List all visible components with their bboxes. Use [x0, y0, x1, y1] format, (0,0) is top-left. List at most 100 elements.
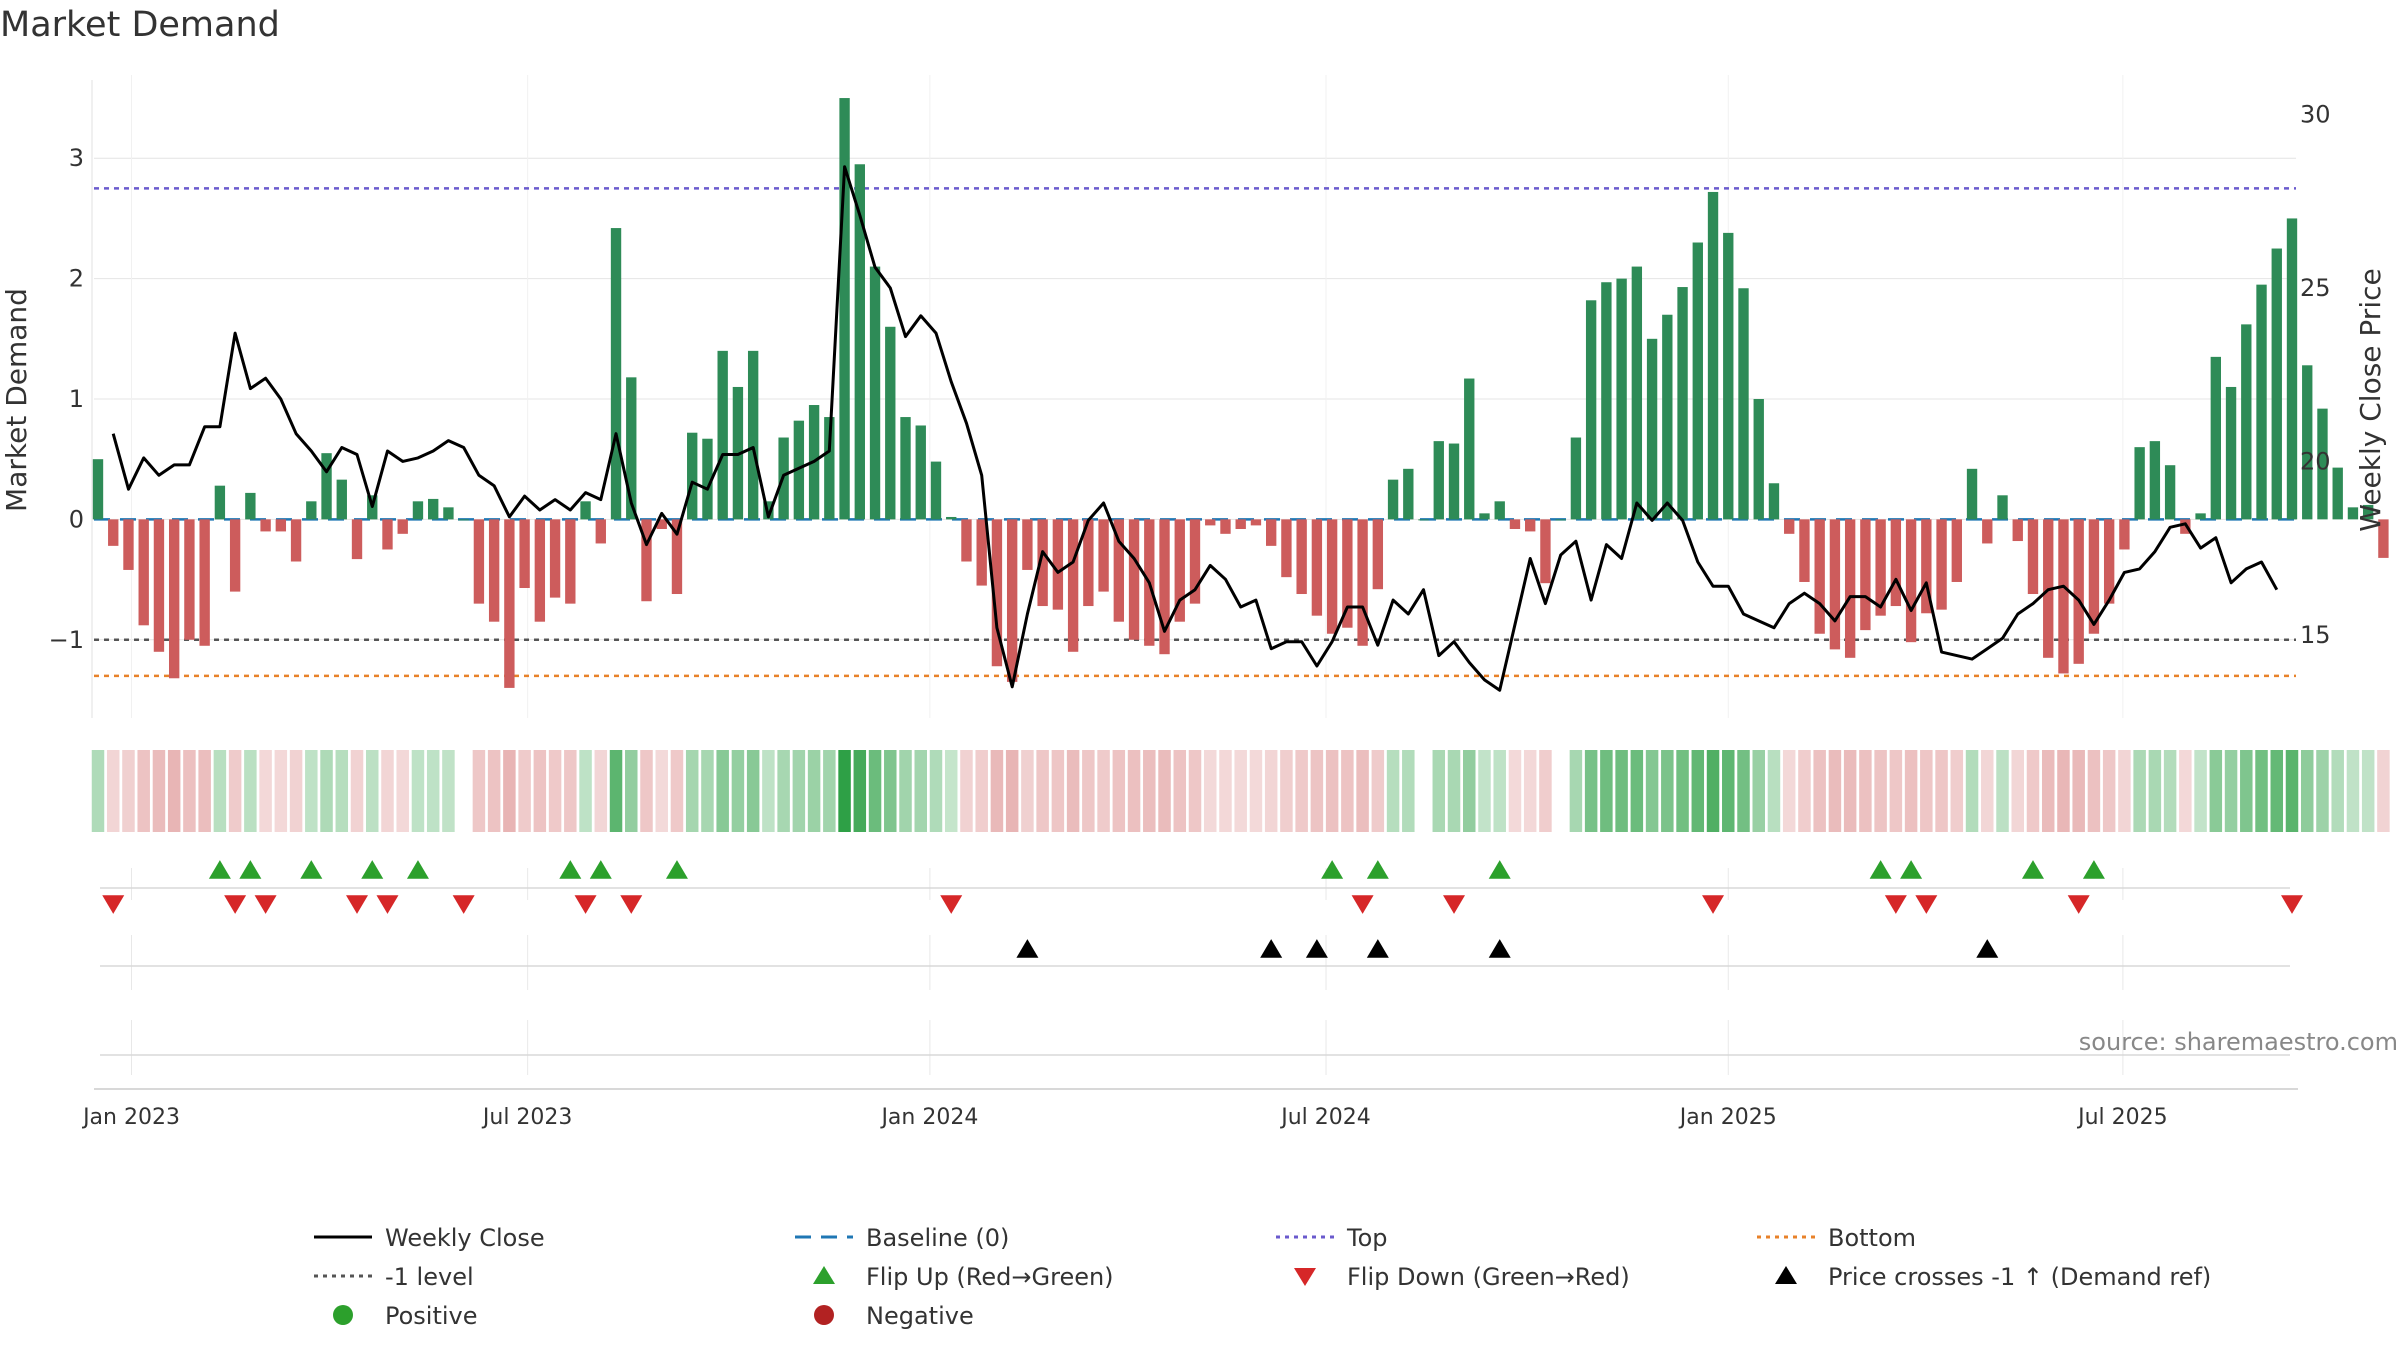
heat-strip-cell	[807, 750, 821, 832]
heat-strip-cell	[487, 750, 501, 832]
legend: Weekly Close Baseline (0) Top Bottom -1 leve…	[314, 1224, 2211, 1330]
negative-demand-bar	[108, 519, 119, 546]
flip-up-marker	[239, 860, 262, 879]
heat-strip-cell	[2041, 750, 2055, 832]
heat-strip-cell	[1310, 750, 1324, 832]
heat-strip-cell	[2102, 750, 2116, 832]
positive-demand-bar	[1662, 314, 1673, 520]
negative-demand-bar	[1509, 519, 1521, 530]
positive-demand-bar	[854, 164, 865, 520]
heat-strip-cell	[1097, 750, 1110, 832]
positive-demand-bar	[824, 417, 835, 520]
positive-demand-bar	[1753, 399, 1764, 520]
negative-demand-bar	[1875, 519, 1886, 616]
heat-strip-cell	[1584, 750, 1598, 832]
heat-strip-cell	[2072, 750, 2085, 832]
price-cross-marker	[1366, 939, 1389, 958]
negative-demand-bar	[1067, 519, 1079, 652]
heat-strip-cell	[2133, 750, 2146, 832]
positive-demand-bar	[1707, 191, 1719, 520]
positive-demand-bar	[1601, 282, 1612, 520]
heat-strip-cell	[1981, 750, 1994, 832]
heat-strip-cell	[1203, 750, 1217, 832]
negative-demand-bar	[1905, 519, 1917, 643]
negative-demand-bar	[169, 519, 180, 679]
positive-demand-bar	[626, 377, 637, 520]
heat-strip-cell	[411, 750, 425, 832]
heat-strip-cell	[777, 750, 790, 832]
positive-demand-bar	[443, 507, 454, 520]
negative-demand-bar	[2012, 519, 2023, 542]
negative-demand-bar	[1022, 519, 1033, 570]
heat-strip-cell	[1722, 750, 1735, 832]
heat-strip-cell	[1051, 750, 1065, 832]
negative-demand-bar	[1326, 519, 1338, 634]
x-tick-label: Jan 2024	[879, 1105, 978, 1130]
x-tick-label: Jul 2025	[2076, 1105, 2168, 1130]
heat-strip-cell	[1264, 750, 1278, 832]
heat-strip-cell	[198, 750, 211, 832]
heat-strip-cell	[716, 750, 729, 832]
negative-demand-bar	[1235, 519, 1246, 530]
flip-down-marker	[346, 895, 369, 914]
legend-label: Positive	[385, 1302, 478, 1330]
positive-demand-bar	[1646, 338, 1658, 520]
heat-strip-cell	[1066, 750, 1080, 832]
negative-demand-bar	[641, 519, 652, 602]
positive-demand-bar	[92, 459, 104, 520]
legend-circle-swatch	[333, 1305, 353, 1325]
positive-demand-bar	[2225, 386, 2237, 520]
positive-demand-bar	[1768, 483, 1780, 520]
positive-demand-bar	[2241, 324, 2252, 520]
heat-strip-cell	[381, 750, 394, 832]
legend-label: Baseline (0)	[866, 1224, 1009, 1252]
positive-demand-bar	[610, 228, 622, 520]
heat-strip-cell	[670, 750, 684, 832]
flip-down-marker	[574, 895, 597, 914]
negative-demand-bar	[123, 519, 134, 570]
heat-strip-cell	[2148, 750, 2162, 832]
flip-down-marker	[376, 895, 399, 914]
heat-strip-cell	[274, 750, 288, 832]
heat-strip-cell	[2270, 750, 2284, 832]
negative-demand-bar	[2073, 519, 2084, 664]
negative-demand-bar	[1311, 519, 1323, 616]
negative-demand-bar	[1159, 519, 1170, 655]
heat-strip-cell	[106, 750, 120, 832]
heat-strip-cell	[1249, 750, 1263, 832]
grid-layer	[91, 75, 2298, 1090]
heat-strip-cell	[1402, 750, 1415, 832]
negative-demand-bar	[1784, 519, 1795, 534]
positive-demand-bar	[702, 438, 713, 520]
heat-strip-cell	[213, 750, 227, 832]
heat-strip-cell	[731, 750, 745, 832]
heat-strip-cell	[396, 750, 409, 832]
heat-strip-cell	[960, 750, 973, 832]
heat-strip-cell	[990, 750, 1004, 832]
negative-demand-bar	[229, 519, 241, 592]
heat-strip-cell	[2331, 750, 2344, 832]
x-tick-label: Jul 2024	[1279, 1105, 1371, 1130]
heat-strip-cell	[1569, 750, 1583, 832]
positive-demand-bar	[2134, 447, 2145, 520]
y2-tick-label: 30	[2300, 101, 2331, 129]
heat-strip-cell	[838, 750, 851, 832]
heat-strip-cell	[701, 750, 714, 832]
heat-strip-cell	[320, 750, 333, 832]
negative-demand-bar	[2088, 519, 2100, 634]
positive-demand-bar	[1403, 468, 1414, 520]
negative-demand-bar	[2103, 519, 2115, 604]
legend-triangle-swatch	[1775, 1266, 1797, 1284]
positive-demand-bar	[245, 492, 256, 520]
heat-strip-cell	[1889, 750, 1903, 832]
negative-demand-bar	[1052, 519, 1064, 610]
positive-demand-bar	[1616, 278, 1627, 520]
demand-bars	[92, 98, 2389, 688]
legend-item: Flip Up (Red→Green)	[813, 1263, 1114, 1291]
event-markers	[102, 860, 2303, 958]
positive-demand-bar	[1966, 468, 1978, 520]
positive-demand-bar	[930, 461, 942, 520]
heat-strip-cell	[2316, 750, 2329, 832]
heat-strip-cell	[1188, 750, 1202, 832]
negative-demand-bar	[1829, 519, 1841, 650]
